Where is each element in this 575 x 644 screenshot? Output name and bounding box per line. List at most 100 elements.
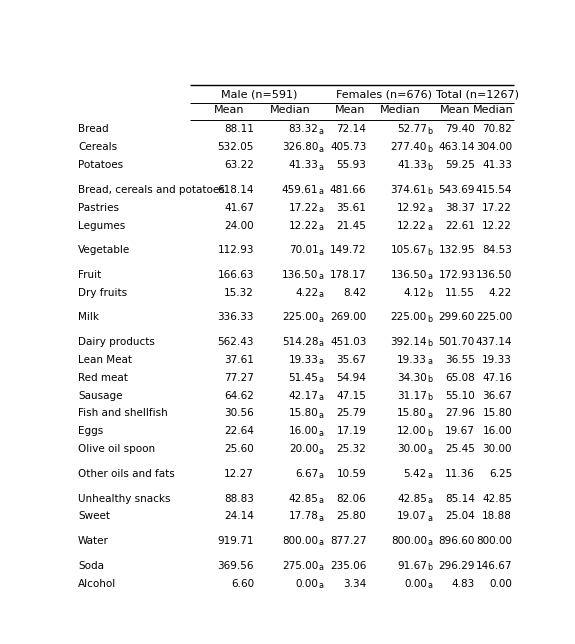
Text: 52.77: 52.77 <box>397 124 427 135</box>
Text: Fish and shellfish: Fish and shellfish <box>78 408 168 419</box>
Text: a: a <box>319 581 324 590</box>
Text: 6.25: 6.25 <box>489 469 512 479</box>
Text: Vegetable: Vegetable <box>78 245 131 255</box>
Text: 59.25: 59.25 <box>445 160 475 170</box>
Text: 84.53: 84.53 <box>482 245 512 255</box>
Text: b: b <box>427 162 432 171</box>
Text: 11.36: 11.36 <box>445 469 475 479</box>
Text: 19.33: 19.33 <box>397 355 427 365</box>
Text: b: b <box>427 563 432 572</box>
Text: Cereals: Cereals <box>78 142 117 153</box>
Text: 336.33: 336.33 <box>217 312 254 323</box>
Text: 88.11: 88.11 <box>224 124 254 135</box>
Text: 12.22: 12.22 <box>482 220 512 231</box>
Text: 136.50: 136.50 <box>476 270 512 280</box>
Text: 877.27: 877.27 <box>330 536 366 546</box>
Text: 269.00: 269.00 <box>330 312 366 323</box>
Text: 41.33: 41.33 <box>289 160 319 170</box>
Text: Unhealthy snacks: Unhealthy snacks <box>78 493 171 504</box>
Text: 4.22: 4.22 <box>295 288 319 298</box>
Text: 225.00: 225.00 <box>282 312 319 323</box>
Text: a: a <box>319 223 324 232</box>
Text: a: a <box>427 471 432 480</box>
Text: 21.45: 21.45 <box>336 220 366 231</box>
Text: 481.66: 481.66 <box>330 185 366 195</box>
Text: b: b <box>427 375 432 384</box>
Text: 543.69: 543.69 <box>438 185 475 195</box>
Text: a: a <box>319 339 324 348</box>
Text: Alcohol: Alcohol <box>78 578 116 589</box>
Text: a: a <box>427 581 432 590</box>
Text: 235.06: 235.06 <box>330 561 366 571</box>
Text: Water: Water <box>78 536 109 546</box>
Text: a: a <box>427 223 432 232</box>
Text: 34.30: 34.30 <box>397 373 427 383</box>
Text: 17.22: 17.22 <box>482 203 512 213</box>
Text: 5.42: 5.42 <box>404 469 427 479</box>
Text: Eggs: Eggs <box>78 426 104 437</box>
Text: 12.00: 12.00 <box>397 426 427 437</box>
Text: 800.00: 800.00 <box>282 536 319 546</box>
Text: 0.00: 0.00 <box>296 578 319 589</box>
Text: 10.59: 10.59 <box>336 469 366 479</box>
Text: 172.93: 172.93 <box>438 270 475 280</box>
Text: 82.06: 82.06 <box>336 493 366 504</box>
Text: a: a <box>427 357 432 366</box>
Text: Median: Median <box>473 104 514 115</box>
Text: Pastries: Pastries <box>78 203 119 213</box>
Text: 369.56: 369.56 <box>217 561 254 571</box>
Text: 896.60: 896.60 <box>439 536 475 546</box>
Text: 326.80: 326.80 <box>282 142 319 153</box>
Text: 178.17: 178.17 <box>330 270 366 280</box>
Text: a: a <box>319 514 324 523</box>
Text: 20.00: 20.00 <box>289 444 319 454</box>
Text: 16.00: 16.00 <box>482 426 512 437</box>
Text: 437.14: 437.14 <box>476 337 512 347</box>
Text: 19.33: 19.33 <box>289 355 319 365</box>
Text: 11.55: 11.55 <box>445 288 475 298</box>
Text: Bread, cereals and potatoes: Bread, cereals and potatoes <box>78 185 225 195</box>
Text: 618.14: 618.14 <box>217 185 254 195</box>
Text: 149.72: 149.72 <box>330 245 366 255</box>
Text: a: a <box>319 272 324 281</box>
Text: 800.00: 800.00 <box>391 536 427 546</box>
Text: 83.32: 83.32 <box>289 124 319 135</box>
Text: Potatoes: Potatoes <box>78 160 123 170</box>
Text: 36.67: 36.67 <box>482 391 512 401</box>
Text: 30.00: 30.00 <box>397 444 427 454</box>
Text: 27.96: 27.96 <box>445 408 475 419</box>
Text: a: a <box>319 187 324 196</box>
Text: Dry fruits: Dry fruits <box>78 288 127 298</box>
Text: 88.83: 88.83 <box>224 493 254 504</box>
Text: 304.00: 304.00 <box>476 142 512 153</box>
Text: a: a <box>319 315 324 324</box>
Text: a: a <box>319 127 324 136</box>
Text: 225.00: 225.00 <box>390 312 427 323</box>
Text: 275.00: 275.00 <box>282 561 319 571</box>
Text: 6.60: 6.60 <box>231 578 254 589</box>
Text: Olive oil spoon: Olive oil spoon <box>78 444 155 454</box>
Text: 17.22: 17.22 <box>289 203 319 213</box>
Text: 15.80: 15.80 <box>397 408 427 419</box>
Text: 51.45: 51.45 <box>289 373 319 383</box>
Text: 41.67: 41.67 <box>224 203 254 213</box>
Text: 451.03: 451.03 <box>330 337 366 347</box>
Text: 16.00: 16.00 <box>289 426 319 437</box>
Text: a: a <box>427 496 432 505</box>
Text: Milk: Milk <box>78 312 99 323</box>
Text: 85.14: 85.14 <box>445 493 475 504</box>
Text: 501.70: 501.70 <box>439 337 475 347</box>
Text: 54.94: 54.94 <box>336 373 366 383</box>
Text: 514.28: 514.28 <box>282 337 319 347</box>
Text: 12.22: 12.22 <box>397 220 427 231</box>
Text: 136.50: 136.50 <box>282 270 319 280</box>
Text: 55.10: 55.10 <box>445 391 475 401</box>
Text: a: a <box>319 357 324 366</box>
Text: a: a <box>427 272 432 281</box>
Text: 146.67: 146.67 <box>476 561 512 571</box>
Text: 31.17: 31.17 <box>397 391 427 401</box>
Text: Sausage: Sausage <box>78 391 122 401</box>
Text: 0.00: 0.00 <box>489 578 512 589</box>
Text: b: b <box>427 393 432 402</box>
Text: 24.14: 24.14 <box>224 511 254 522</box>
